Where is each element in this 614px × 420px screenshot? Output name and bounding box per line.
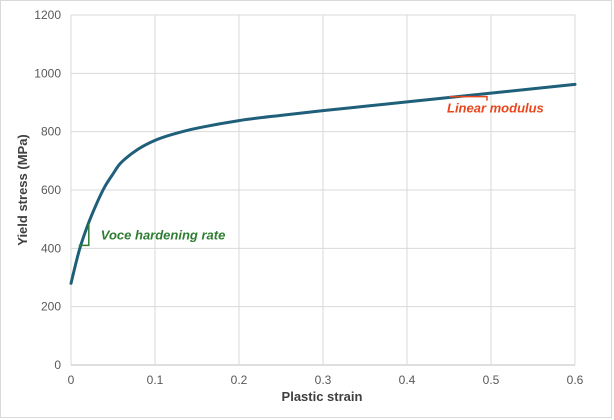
y-axis-label: Yield stress (MPa) bbox=[15, 134, 30, 246]
x-tick-label: 0.2 bbox=[231, 373, 248, 387]
y-tick-label: 0 bbox=[54, 358, 61, 372]
y-tick-label: 800 bbox=[41, 125, 61, 139]
voce-hardening-rate-label: Voce hardening rate bbox=[101, 227, 226, 242]
y-tick-label: 400 bbox=[41, 241, 61, 255]
y-tick-label: 1000 bbox=[34, 66, 61, 80]
grid bbox=[70, 14, 576, 366]
linear-modulus-label: Linear modulus bbox=[447, 101, 544, 116]
y-tick-label: 1200 bbox=[34, 8, 61, 22]
x-tick-label: 0 bbox=[68, 373, 75, 387]
x-axis-label: Plastic strain bbox=[282, 389, 363, 404]
y-tick-label: 600 bbox=[41, 183, 61, 197]
x-tick-label: 0.5 bbox=[483, 373, 500, 387]
voce-slope-marker bbox=[78, 223, 90, 247]
x-tick-label: 0.4 bbox=[399, 373, 416, 387]
x-tick-label: 0.3 bbox=[315, 373, 332, 387]
x-tick-labels: 0 0.1 0.2 0.3 0.4 0.5 0.6 bbox=[68, 373, 584, 387]
x-tick-label: 0.6 bbox=[567, 373, 584, 387]
y-tick-label: 200 bbox=[41, 300, 61, 314]
annotations: Voce hardening rate Linear modulus bbox=[78, 95, 544, 247]
x-tick-label: 0.1 bbox=[147, 373, 164, 387]
y-tick-labels: 0 200 400 600 800 1000 1200 bbox=[34, 8, 61, 372]
series-layer bbox=[69, 82, 577, 285]
series-line bbox=[69, 82, 577, 285]
linear-modulus-marker bbox=[449, 95, 488, 101]
